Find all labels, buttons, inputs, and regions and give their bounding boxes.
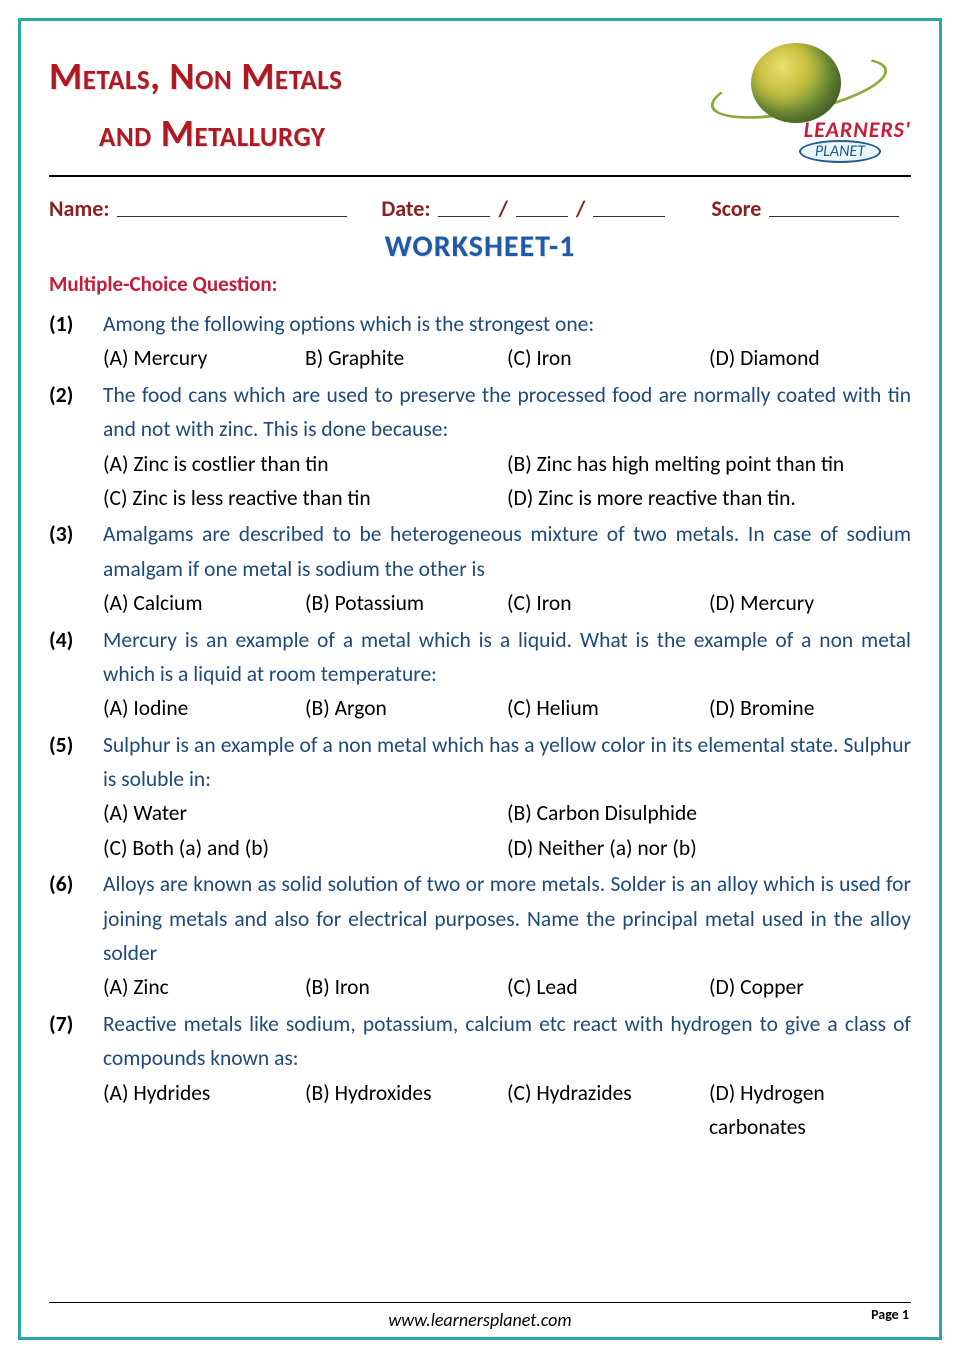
question-number: (7) bbox=[49, 1007, 103, 1145]
question-number: (3) bbox=[49, 517, 103, 620]
option[interactable]: (A) Zinc bbox=[103, 970, 305, 1004]
name-blank[interactable] bbox=[117, 195, 347, 217]
option[interactable]: (A) Zinc is costlier than tin bbox=[103, 447, 507, 481]
question-body: Reactive metals like sodium, potassium, … bbox=[103, 1007, 911, 1145]
questions-list: (1)Among the following options which is … bbox=[49, 307, 911, 1144]
question-row: (7)Reactive metals like sodium, potassiu… bbox=[49, 1007, 911, 1145]
question-text: Amalgams are described to be heterogeneo… bbox=[103, 517, 911, 586]
info-row: Name: Date: // Score bbox=[49, 195, 911, 222]
option[interactable]: (A) Iodine bbox=[103, 691, 305, 725]
question-body: Alloys are known as solid solution of tw… bbox=[103, 867, 911, 1005]
date-y-blank[interactable] bbox=[593, 195, 665, 217]
name-label: Name: bbox=[49, 195, 109, 222]
option[interactable]: (A) Mercury bbox=[103, 341, 305, 375]
score-label: Score bbox=[711, 195, 761, 222]
option[interactable]: (D) Mercury bbox=[709, 586, 911, 620]
question-body: Mercury is an example of a metal which i… bbox=[103, 623, 911, 726]
footer-rule bbox=[49, 1302, 911, 1303]
option[interactable]: (C) Iron bbox=[507, 341, 709, 375]
date-d-blank[interactable] bbox=[438, 195, 490, 217]
option[interactable]: (D) Diamond bbox=[709, 341, 911, 375]
option[interactable]: (C) Both (a) and (b) bbox=[103, 831, 507, 865]
header: Metals, Non Metals and Metallurgy LEARNE… bbox=[49, 41, 911, 177]
options-row: (A) MercuryB) Graphite(C) Iron(D) Diamon… bbox=[103, 341, 911, 375]
title-line-1: Metals, Non Metals bbox=[49, 49, 342, 106]
question-body: The food cans which are used to preserve… bbox=[103, 378, 911, 516]
question-row: (6)Alloys are known as solid solution of… bbox=[49, 867, 911, 1005]
option[interactable]: (D) Hydrogen carbonates bbox=[709, 1076, 911, 1145]
question-row: (1)Among the following options which is … bbox=[49, 307, 911, 376]
option[interactable]: (D) Bromine bbox=[709, 691, 911, 725]
option[interactable]: (B) Carbon Disulphide bbox=[507, 796, 911, 830]
options-row: (A) Zinc is costlier than tin(B) Zinc ha… bbox=[103, 447, 911, 516]
score-blank[interactable] bbox=[769, 195, 899, 217]
options-row: (A) Calcium(B) Potassium(C) Iron(D) Merc… bbox=[103, 586, 911, 620]
option[interactable]: (C) Helium bbox=[507, 691, 709, 725]
option[interactable]: (C) Hydrazides bbox=[507, 1076, 709, 1145]
question-text: Sulphur is an example of a non metal whi… bbox=[103, 728, 911, 797]
question-number: (1) bbox=[49, 307, 103, 376]
option[interactable]: (A) Hydrides bbox=[103, 1076, 305, 1145]
worksheet-title: WORKSHEET-1 bbox=[49, 228, 911, 265]
option[interactable]: (D) Zinc is more reactive than tin. bbox=[507, 481, 911, 515]
option[interactable]: (B) Zinc has high melting point than tin bbox=[507, 447, 911, 481]
question-text: Reactive metals like sodium, potassium, … bbox=[103, 1007, 911, 1076]
section-label: Multiple-Choice Question: bbox=[49, 271, 911, 297]
question-row: (4)Mercury is an example of a metal whic… bbox=[49, 623, 911, 726]
brand-logo: LEARNERS' PLANET bbox=[691, 41, 911, 161]
page-frame: Metals, Non Metals and Metallurgy LEARNE… bbox=[18, 18, 942, 1340]
question-text: Alloys are known as solid solution of tw… bbox=[103, 867, 911, 970]
option[interactable]: (C) Lead bbox=[507, 970, 709, 1004]
date-m-blank[interactable] bbox=[516, 195, 568, 217]
option[interactable]: (A) Water bbox=[103, 796, 507, 830]
option[interactable]: (A) Calcium bbox=[103, 586, 305, 620]
question-number: (4) bbox=[49, 623, 103, 726]
option[interactable]: (C) Zinc is less reactive than tin bbox=[103, 481, 507, 515]
question-text: Mercury is an example of a metal which i… bbox=[103, 623, 911, 692]
title-line-2: and Metallurgy bbox=[49, 106, 342, 163]
question-body: Amalgams are described to be heterogeneo… bbox=[103, 517, 911, 620]
option[interactable]: (D) Copper bbox=[709, 970, 911, 1004]
question-number: (6) bbox=[49, 867, 103, 1005]
logo-sub-text: PLANET bbox=[799, 140, 881, 163]
option[interactable]: B) Graphite bbox=[305, 341, 507, 375]
question-row: (3)Amalgams are described to be heteroge… bbox=[49, 517, 911, 620]
option[interactable]: (D) Neither (a) nor (b) bbox=[507, 831, 911, 865]
question-text: The food cans which are used to preserve… bbox=[103, 378, 911, 447]
question-row: (5)Sulphur is an example of a non metal … bbox=[49, 728, 911, 866]
option[interactable]: (B) Potassium bbox=[305, 586, 507, 620]
options-row: (A) Iodine(B) Argon(C) Helium(D) Bromine bbox=[103, 691, 911, 725]
options-row: (A) Water(B) Carbon Disulphide(C) Both (… bbox=[103, 796, 911, 865]
date-label: Date: bbox=[381, 195, 430, 222]
document-title: Metals, Non Metals and Metallurgy bbox=[49, 41, 342, 163]
options-row: (A) Hydrides(B) Hydroxides(C) Hydrazides… bbox=[103, 1076, 911, 1145]
option[interactable]: (B) Iron bbox=[305, 970, 507, 1004]
question-text: Among the following options which is the… bbox=[103, 307, 911, 341]
footer-url: www.learnersplanet.com bbox=[21, 1309, 939, 1331]
question-body: Sulphur is an example of a non metal whi… bbox=[103, 728, 911, 866]
option[interactable]: (B) Argon bbox=[305, 691, 507, 725]
globe-icon bbox=[751, 43, 841, 123]
option[interactable]: (B) Hydroxides bbox=[305, 1076, 507, 1145]
question-number: (5) bbox=[49, 728, 103, 866]
logo-brand-text: LEARNERS' bbox=[804, 116, 911, 143]
question-row: (2)The food cans which are used to prese… bbox=[49, 378, 911, 516]
option[interactable]: (C) Iron bbox=[507, 586, 709, 620]
question-body: Among the following options which is the… bbox=[103, 307, 911, 376]
question-number: (2) bbox=[49, 378, 103, 516]
options-row: (A) Zinc(B) Iron(C) Lead(D) Copper bbox=[103, 970, 911, 1004]
